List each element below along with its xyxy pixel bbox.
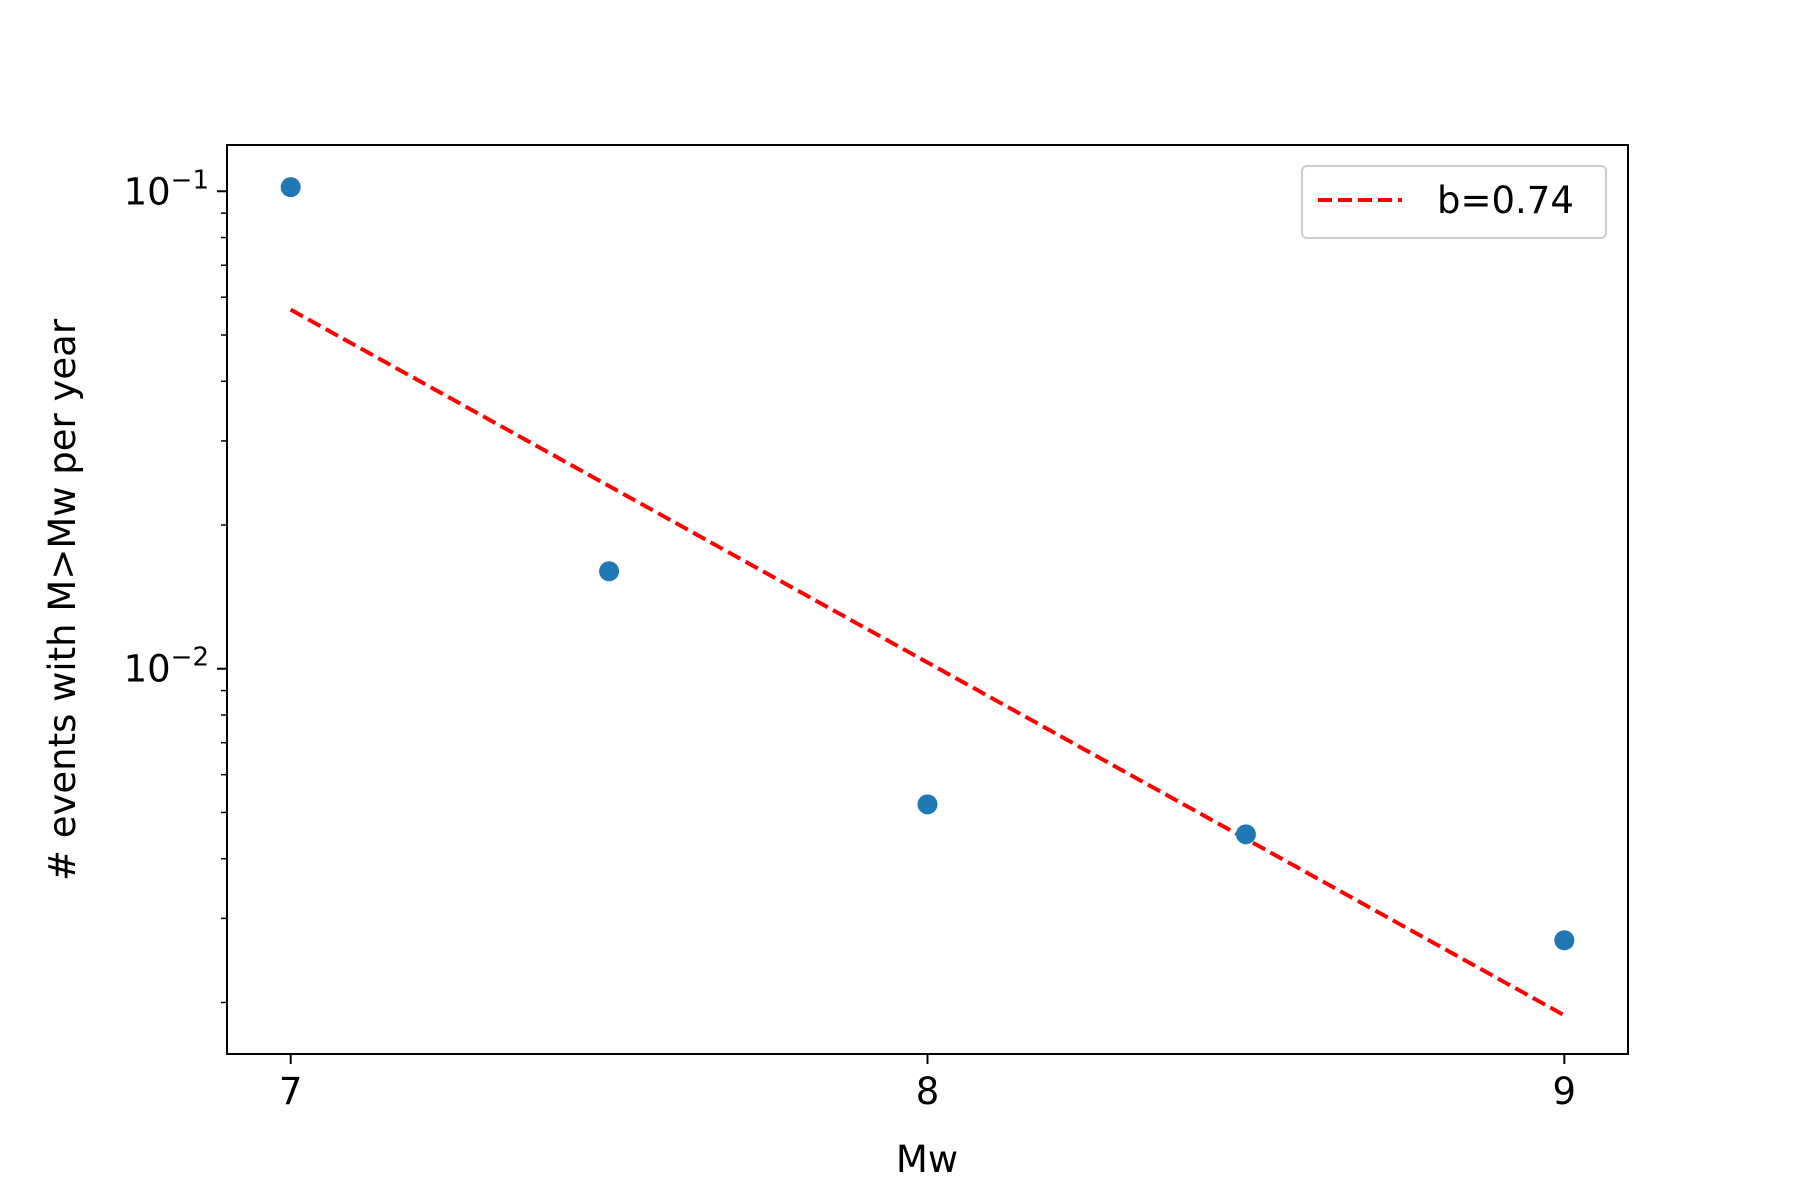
legend-label: b=0.74	[1437, 179, 1574, 222]
legend: b=0.74	[1301, 165, 1607, 239]
tick-labels: 7 8 9 10−1 10−2	[124, 165, 1577, 1113]
data-point	[917, 794, 938, 815]
data-points	[280, 177, 1575, 951]
legend-box	[1301, 165, 1607, 239]
y-tick-label: 10−1	[124, 165, 209, 213]
x-axis-label: Mw	[896, 1138, 958, 1181]
major-ticks	[217, 190, 1566, 1064]
data-point	[280, 177, 301, 198]
x-tick-label: 9	[1553, 1070, 1577, 1113]
y-axis-label: # events with M>Mw per year	[41, 318, 84, 881]
data-point	[599, 561, 620, 582]
plot-background	[227, 145, 1628, 1054]
data-point	[1554, 930, 1575, 951]
fit-line-group	[289, 307, 1566, 1018]
y-tick-label: 10−2	[124, 643, 209, 691]
x-tick-label: 8	[916, 1070, 940, 1113]
data-point	[1235, 824, 1256, 845]
plot-frame	[226, 144, 1629, 1055]
fit-line	[289, 307, 1566, 1018]
x-tick-label: 7	[279, 1070, 303, 1113]
